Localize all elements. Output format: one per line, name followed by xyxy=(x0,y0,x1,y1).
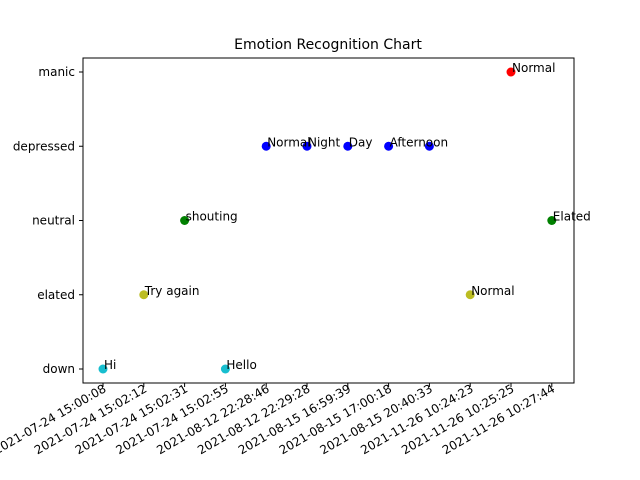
data-point-11 xyxy=(547,216,557,225)
point-label-10: Normal xyxy=(512,61,555,75)
plot-frame xyxy=(82,57,575,384)
data-point-1 xyxy=(139,290,149,300)
y-tick-label-depressed: depressed xyxy=(13,139,75,153)
point-label-1: Try again xyxy=(144,284,200,298)
data-point-3 xyxy=(220,364,230,374)
chart-title: Emotion Recognition Chart xyxy=(234,37,422,53)
point-label-6: Day xyxy=(349,135,373,149)
point-label-2: shouting xyxy=(186,210,238,224)
point-label-0: Hi xyxy=(104,358,116,372)
y-axis: down elated neutral depressed manic xyxy=(13,65,83,376)
y-tick-label-manic: manic xyxy=(38,65,75,79)
point-label-7: Afternoon xyxy=(390,135,449,149)
data-point-10 xyxy=(506,67,516,77)
y-tick-label-elated: elated xyxy=(37,288,75,302)
data-point-2 xyxy=(180,216,190,225)
point-label-5: Night xyxy=(308,135,341,149)
data-point-5 xyxy=(302,141,312,151)
data-point-0 xyxy=(98,364,108,374)
data-point-9 xyxy=(465,290,475,300)
data-point-4 xyxy=(261,141,271,151)
y-tick-label-down: down xyxy=(43,362,75,376)
point-label-4: Normal xyxy=(267,135,310,149)
data-point-6 xyxy=(343,141,353,151)
data-point-8 xyxy=(424,141,434,151)
point-label-9: Normal xyxy=(471,284,514,298)
data-points xyxy=(98,67,557,374)
y-tick-label-neutral: neutral xyxy=(32,214,75,228)
data-point-7 xyxy=(384,141,394,151)
point-label-11: Elated xyxy=(553,210,591,224)
point-label-3: Hello xyxy=(226,358,256,372)
